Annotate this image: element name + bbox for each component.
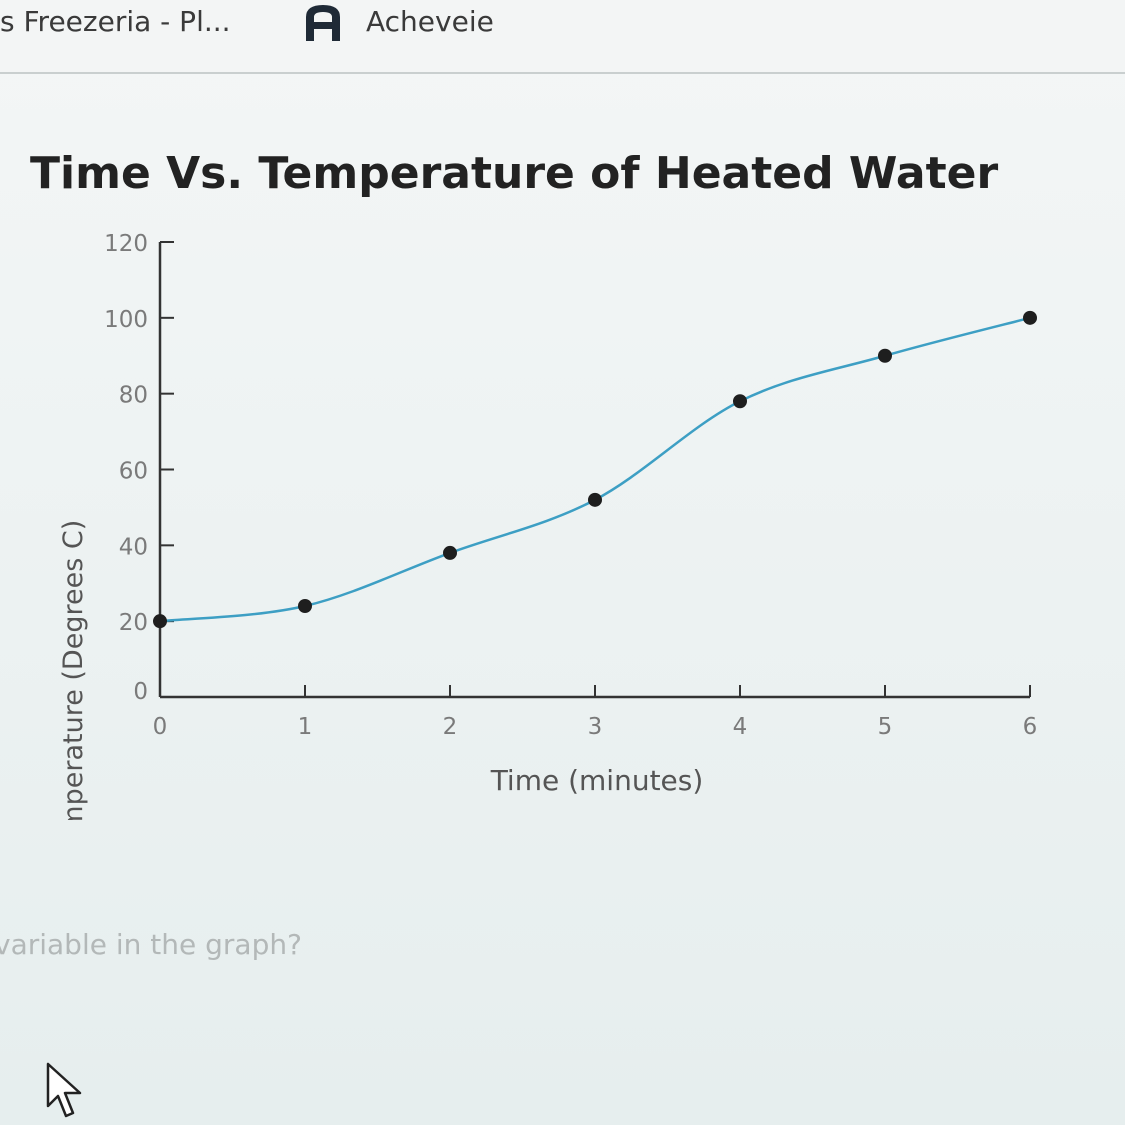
question-text: variable in the graph? xyxy=(0,928,302,961)
y-tick-label: 0 xyxy=(133,679,148,705)
y-tick-label: 40 xyxy=(119,534,148,560)
y-tick-label: 120 xyxy=(104,231,148,257)
data-point xyxy=(1023,310,1037,325)
series-line xyxy=(159,316,1031,623)
data-point xyxy=(153,614,167,629)
mouse-cursor-icon xyxy=(46,1062,86,1120)
acheveie-logo-icon xyxy=(300,1,346,41)
bookmark-acheveie[interactable]: Acheveie xyxy=(300,0,494,42)
data-point xyxy=(733,394,747,409)
data-point xyxy=(443,545,457,560)
chart-ticks: 0 20 40 60 80 100 120 0 1 2 3 4 5 6 xyxy=(104,231,1037,740)
bookmarks-bar: s Freezeria - Pl... Acheveie xyxy=(0,0,1125,74)
x-tick-label: 1 xyxy=(298,714,313,740)
x-tick-label: 6 xyxy=(1023,714,1038,740)
x-tick-label: 5 xyxy=(878,714,893,740)
chart-title: Time Vs. Temperature of Heated Water xyxy=(30,148,999,199)
bookmark-label: s Freezeria - Pl... xyxy=(0,4,231,38)
data-point xyxy=(878,348,892,363)
line-chart: 0 20 40 60 80 100 120 0 1 2 3 4 5 6 Time (minutes) Te… xyxy=(58,231,1037,820)
x-axis-label: Time (minutes) xyxy=(490,764,704,797)
y-tick-label: 60 xyxy=(119,459,148,485)
data-point xyxy=(298,599,312,613)
bookmark-label: Acheveie xyxy=(366,4,494,38)
bookmark-freezeria[interactable]: s Freezeria - Pl... xyxy=(0,0,231,42)
y-tick-label: 20 xyxy=(119,610,148,636)
x-tick-label: 4 xyxy=(733,714,748,740)
x-tick-label: 0 xyxy=(153,714,168,740)
data-point xyxy=(588,492,602,507)
y-tick-label: 80 xyxy=(119,383,148,409)
y-tick-label: 100 xyxy=(104,307,148,333)
y-axis-label: Temperature (Degrees C) xyxy=(58,520,89,820)
x-tick-label: 3 xyxy=(588,714,603,740)
chart-series xyxy=(153,310,1037,629)
chart-axes xyxy=(158,242,1030,699)
x-tick-label: 2 xyxy=(443,714,458,740)
